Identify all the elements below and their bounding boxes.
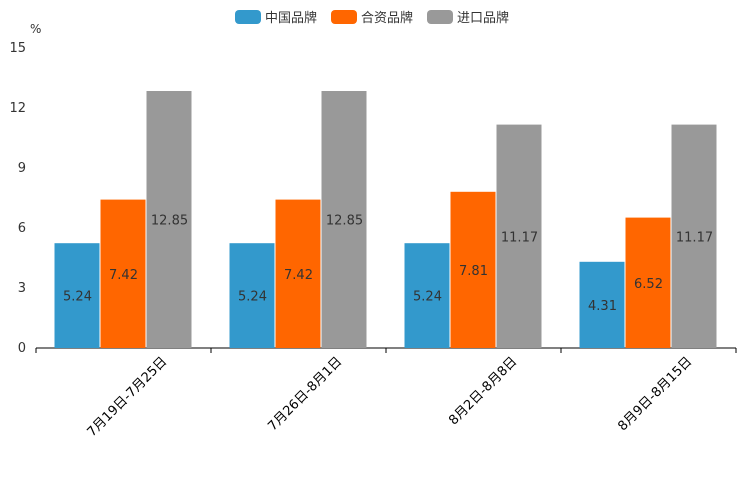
legend-item-china-brand[interactable]: 中国品牌 [234, 7, 317, 26]
bar [450, 191, 496, 348]
y-tick-label: 9 [18, 161, 26, 176]
data-label: 11.17 [501, 230, 538, 245]
bar [275, 199, 321, 348]
legend-swatch-import-brand [427, 9, 453, 24]
legend-item-joint-venture-brand[interactable]: 合资品牌 [330, 7, 413, 26]
bar [496, 124, 542, 348]
data-label: 5.24 [63, 290, 92, 305]
bar [671, 124, 717, 348]
legend-label-import-brand: 进口品牌 [457, 11, 510, 26]
data-label: 12.85 [326, 214, 363, 229]
data-label: 5.24 [238, 290, 267, 305]
y-tick-label: 12 [9, 101, 26, 116]
data-label: 7.42 [109, 268, 138, 283]
bar [54, 243, 100, 348]
bar [321, 91, 367, 348]
data-label: 4.31 [588, 299, 617, 314]
y-tick-label: 0 [18, 341, 26, 356]
data-label: 5.24 [413, 290, 442, 305]
bar [146, 91, 192, 348]
y-tick-label: 3 [18, 281, 26, 296]
bar [625, 217, 671, 348]
x-tick-label: 8月9日-8月15日 [615, 354, 695, 434]
legend-swatch-joint-venture-brand [330, 9, 357, 24]
bar [100, 199, 146, 348]
y-tick-label: 6 [18, 221, 26, 236]
legend-item-import-brand[interactable]: 进口品牌 [427, 7, 509, 26]
bar [579, 261, 625, 348]
data-label: 6.52 [634, 277, 663, 292]
data-label: 11.17 [676, 230, 713, 245]
x-tick-label: 7月19日-7月25日 [85, 354, 171, 440]
data-label: 12.85 [151, 214, 188, 229]
x-tick-label: 7月26日-8月1日 [265, 354, 345, 434]
legend: 中国品牌 合资品牌 进口品牌 [0, 7, 744, 26]
bar [229, 243, 275, 348]
legend-swatch-china-brand [234, 9, 261, 24]
legend-label-joint-venture-brand: 合资品牌 [360, 11, 413, 26]
x-tick-label: 8月2日-8月8日 [446, 354, 520, 428]
y-tick-label: 15 [9, 41, 26, 56]
bar [404, 243, 450, 348]
data-label: 7.42 [284, 268, 313, 283]
legend-label-china-brand: 中国品牌 [264, 11, 317, 26]
y-axis-unit: % [30, 22, 42, 36]
data-label: 7.81 [459, 264, 488, 279]
